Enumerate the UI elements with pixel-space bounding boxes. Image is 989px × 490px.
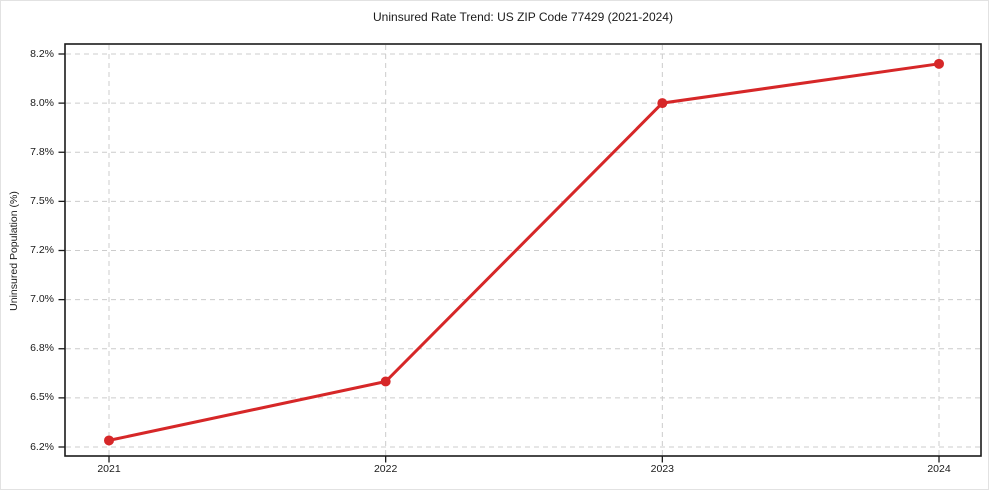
data-point bbox=[104, 435, 114, 446]
y-tick-label: 7.8% bbox=[30, 145, 54, 158]
y-tick-label: 6.8% bbox=[30, 342, 54, 355]
data-point bbox=[657, 98, 668, 109]
y-tick-label: 7.2% bbox=[30, 244, 54, 256]
data-line bbox=[107, 62, 941, 442]
y-tick-label: 7.5% bbox=[30, 194, 54, 207]
y-tick-label: 7.0% bbox=[30, 293, 54, 306]
data-point bbox=[934, 58, 944, 69]
x-tick-label: 2024 bbox=[927, 463, 951, 475]
y-tick-label: 6.2% bbox=[30, 440, 54, 453]
x-tick-label: 2021 bbox=[97, 463, 121, 475]
data-point bbox=[380, 376, 391, 387]
x-tick-label: 2023 bbox=[650, 463, 674, 475]
y-tick-label: 8.2% bbox=[30, 47, 54, 60]
y-tick-label: 6.5% bbox=[30, 391, 54, 404]
y-tick-label: 8.0% bbox=[30, 96, 54, 109]
chart-title: Uninsured Rate Trend: US ZIP Code 77429 … bbox=[373, 10, 673, 24]
x-tick-label: 2022 bbox=[373, 463, 398, 475]
